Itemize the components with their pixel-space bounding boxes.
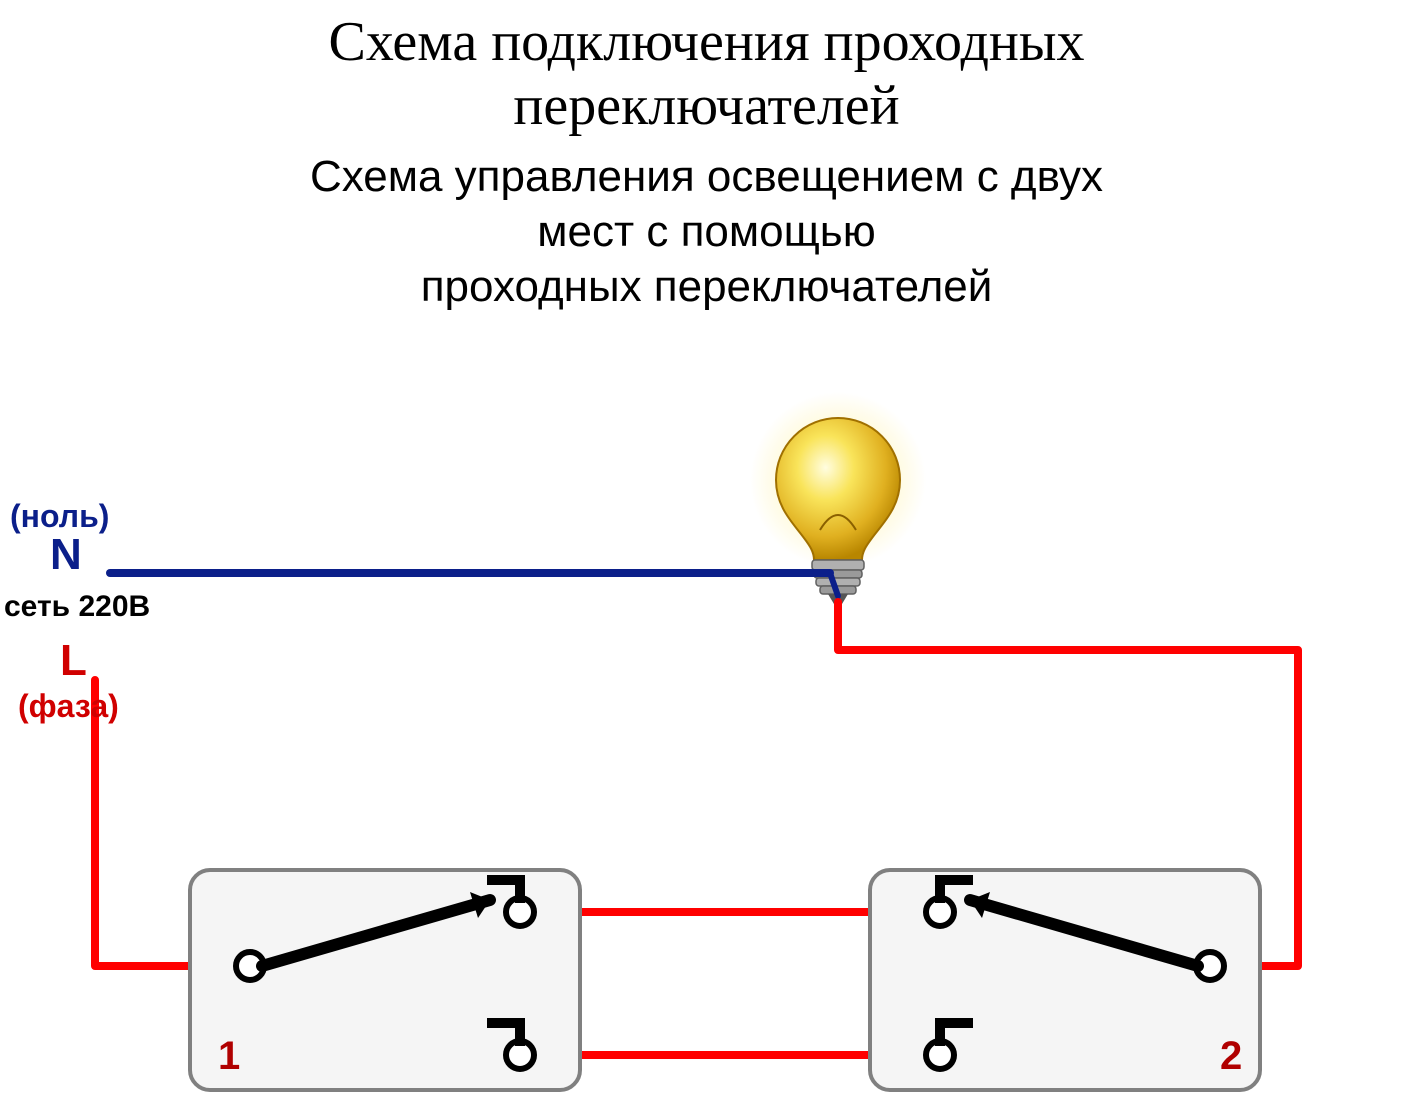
label-phase-paren: (фаза) bbox=[18, 688, 119, 725]
label-mains: сеть 220В bbox=[4, 590, 150, 624]
switch-1 bbox=[190, 870, 580, 1090]
switch-2-number: 2 bbox=[1220, 1034, 1242, 1079]
switch-1-number: 1 bbox=[218, 1034, 240, 1079]
label-neutral-letter: N bbox=[50, 530, 82, 580]
label-phase-letter: L bbox=[60, 636, 87, 686]
switch-2 bbox=[870, 870, 1260, 1090]
wiring-diagram bbox=[0, 0, 1413, 1116]
